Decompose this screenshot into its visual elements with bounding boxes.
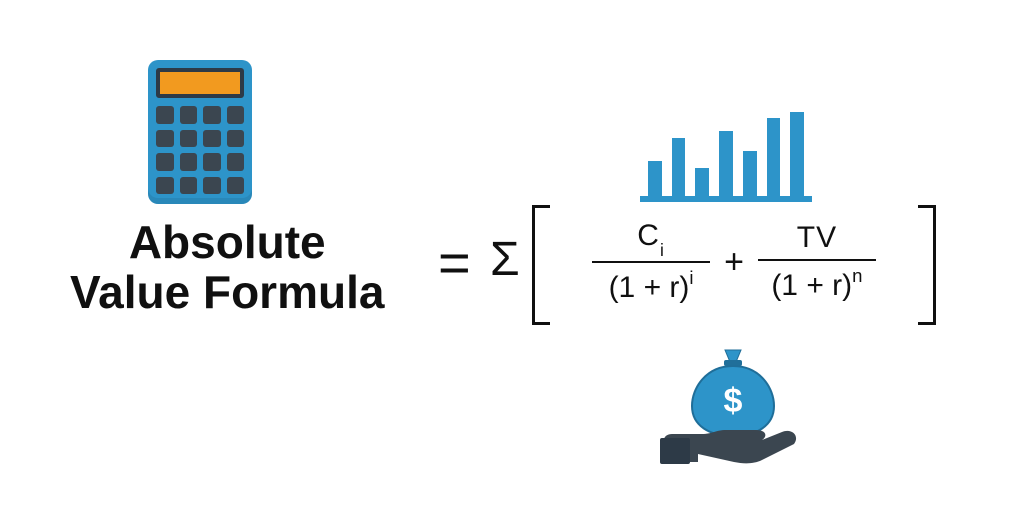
calculator-icon — [148, 60, 252, 204]
term-1: Ci (1 + r)i — [592, 219, 710, 305]
right-bracket — [918, 205, 936, 325]
fraction-bar-2 — [758, 259, 876, 261]
fraction-bar-1 — [592, 261, 710, 263]
chart-bar — [648, 161, 662, 196]
page-title: Absolute Value Formula — [70, 218, 384, 317]
fraction-row: Ci (1 + r)i + TV (1 + r)n — [570, 219, 898, 305]
bar-chart-icon — [640, 112, 812, 202]
chart-bar — [672, 138, 686, 196]
term1-num-base: C — [637, 219, 660, 252]
chart-bar — [695, 168, 709, 196]
left-bracket — [532, 205, 550, 325]
term-2: TV (1 + r)n — [758, 221, 876, 303]
chart-bar — [790, 112, 804, 196]
term1-num-sub: i — [660, 240, 665, 260]
term1-den-base: (1 + r) — [609, 271, 690, 304]
bracketed-expression: Ci (1 + r)i + TV (1 + r)n — [532, 205, 936, 325]
formula-infographic: Absolute Value Formula = Σ Ci (1 + r)i +… — [0, 0, 1024, 526]
money-bag-icon: $ — [658, 340, 808, 470]
term1-den-sup: i — [689, 267, 693, 288]
chart-bar — [719, 131, 733, 196]
term2-den-sup: n — [852, 265, 862, 286]
sigma-symbol: Σ — [490, 232, 520, 287]
equals-sign: = — [438, 230, 471, 295]
chart-baseline — [640, 196, 812, 202]
title-line-2: Value Formula — [70, 268, 384, 318]
chart-bar — [767, 118, 781, 196]
term2-num-base: TV — [797, 221, 837, 254]
title-line-1: Absolute — [70, 218, 384, 268]
plus-sign: + — [724, 243, 744, 282]
chart-bars — [648, 112, 804, 196]
chart-bar — [743, 151, 757, 196]
dollar-symbol: $ — [724, 382, 743, 420]
term2-den-base: (1 + r) — [771, 269, 852, 302]
